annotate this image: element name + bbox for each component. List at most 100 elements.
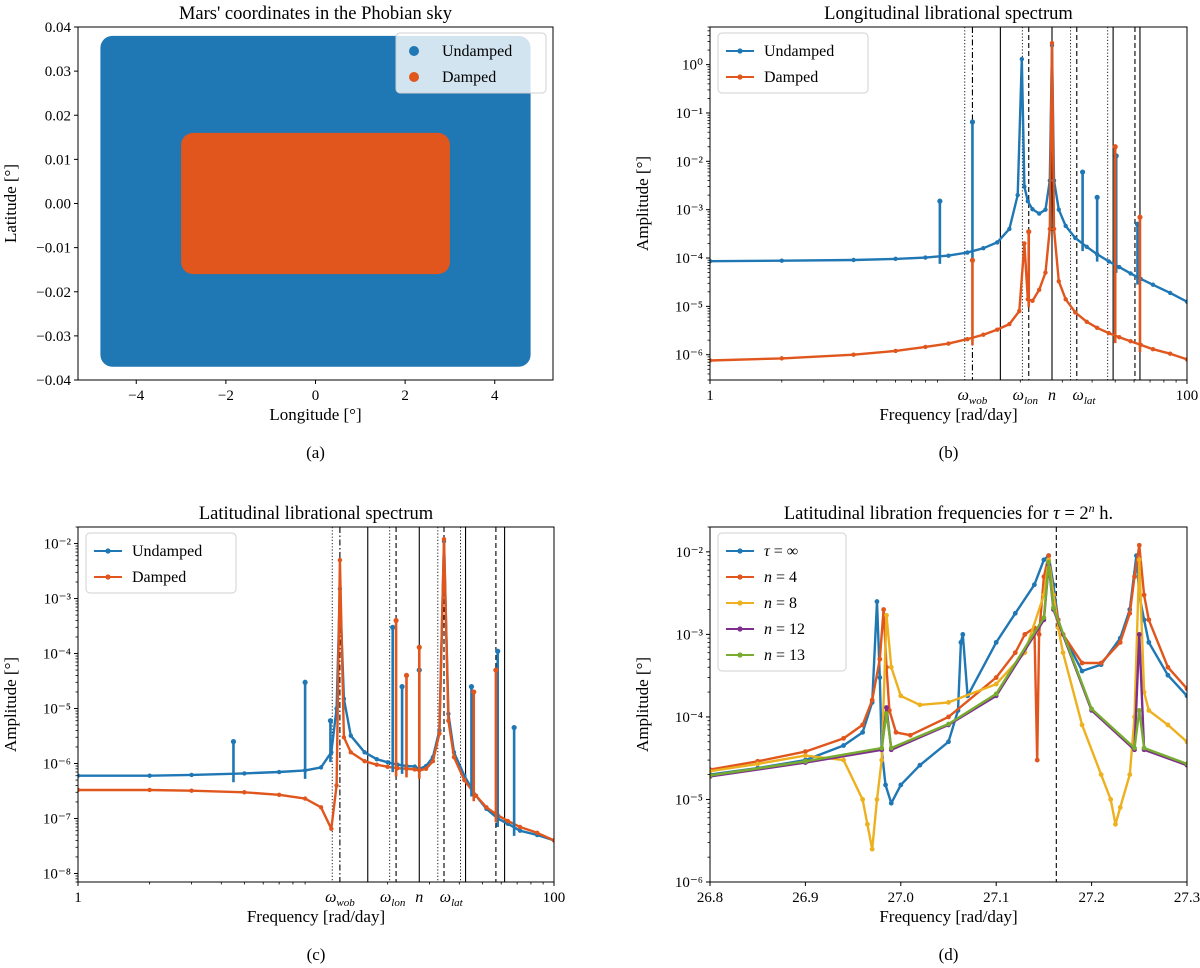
chart-title-d: Latitudinal libration frequencies for τ … [784, 501, 1113, 524]
data-point-d [993, 639, 999, 645]
spike-peak-c [327, 718, 334, 724]
data-point-b [1167, 351, 1173, 356]
data-point-c [362, 750, 367, 755]
data-point-d [803, 749, 808, 755]
data-point-b [1025, 198, 1030, 204]
data-point-d [841, 735, 846, 741]
spike-peak-c [493, 667, 499, 673]
data-point-c [551, 838, 554, 843]
panel-d: Latitudinal libration frequencies for τ … [633, 501, 1200, 964]
x-tick-label-d: 27.3 [1174, 890, 1200, 906]
data-point-b [851, 257, 856, 263]
data-point-b [1043, 270, 1048, 275]
data-point-d [898, 782, 904, 788]
data-point-c [302, 796, 308, 801]
spike-peak-c [495, 648, 501, 654]
data-point-b [1106, 330, 1111, 336]
data-point-b [1073, 235, 1078, 241]
data-point-b [1017, 308, 1022, 314]
y-tick-label-a: 0.00 [45, 197, 71, 213]
legend-label-b: Undamped [764, 43, 834, 60]
data-point-b [893, 348, 898, 354]
data-point-b [1063, 223, 1068, 229]
legend-box-a [395, 32, 547, 94]
spike-peak-c [468, 684, 475, 690]
chart-title-a: Mars' coordinates in the Phobian sky [179, 4, 453, 24]
data-point-b [1022, 184, 1027, 189]
data-point-b [1007, 321, 1012, 327]
data-point-b [1056, 207, 1061, 212]
y-tick-label-b: 10⁻³ [676, 203, 704, 219]
data-point-d [869, 846, 875, 852]
y-tick-label-c: 10⁻⁷ [43, 811, 71, 827]
data-point-b [1019, 56, 1025, 62]
x-tick-label-d: 27.2 [1078, 890, 1104, 906]
data-point-d [803, 753, 808, 758]
data-point-d [1141, 592, 1147, 598]
spike-peak-c [393, 617, 399, 624]
plot-frame-b [709, 26, 1188, 381]
data-point-d [860, 729, 866, 735]
data-point-d [958, 639, 964, 645]
data-point-c [385, 764, 390, 770]
chart-title-b: Longitudinal librational spectrum [824, 4, 1073, 24]
y-tick-label-a: −0.01 [36, 241, 71, 257]
y-tick-label-a: 0.04 [45, 20, 72, 36]
data-point-c [337, 557, 343, 563]
y-axis-label-c: Amplitude [°] [1, 657, 20, 752]
legend-marker-a [409, 46, 419, 56]
data-point-b [1036, 287, 1042, 293]
legend-label-c: Damped [132, 569, 186, 586]
data-point-d [865, 821, 870, 827]
data-point-d [917, 762, 923, 768]
y-tick-label-a: 0.02 [45, 108, 71, 124]
data-point-c [484, 805, 489, 810]
data-point-c [505, 818, 511, 824]
data-point-b [946, 253, 951, 258]
data-point-d [860, 797, 866, 802]
data-point-d [884, 711, 889, 716]
series-area-b [710, 40, 1187, 363]
frequency-label-c: n [415, 889, 423, 906]
data-point-b [851, 352, 856, 357]
frequency-label-c: ωlon [380, 889, 406, 909]
x-tick-label-a: 0 [312, 388, 320, 404]
spike-peak-b [1094, 194, 1100, 200]
plot-frame-c [77, 526, 555, 883]
data-point-d [879, 757, 885, 763]
y-tick-label-d: 10⁻⁵ [675, 792, 703, 808]
data-point-d [1132, 574, 1137, 580]
data-point-d [841, 743, 846, 748]
data-point-d [1184, 761, 1187, 767]
data-point-c [78, 773, 81, 778]
data-point-b [1047, 226, 1053, 232]
data-point-c [318, 805, 324, 810]
data-point-d [1060, 650, 1066, 656]
data-point-b [1150, 347, 1156, 352]
frequency-label-b: n [1048, 387, 1056, 404]
data-point-c [462, 777, 467, 783]
data-point-c [147, 773, 152, 778]
data-point-d [879, 745, 885, 751]
data-point-c [430, 759, 436, 764]
y-tick-label-b: 10⁻² [676, 154, 704, 170]
spike-peak-c [416, 644, 422, 650]
x-tick-label-c: 1 [74, 890, 82, 906]
data-point-d [1165, 664, 1171, 670]
y-tick-label-d: 10⁻³ [676, 627, 704, 643]
x-axis-label-d: Frequency [rad/day] [879, 907, 1017, 926]
y-tick-label-d: 10⁻⁴ [675, 710, 703, 726]
y-tick-label-b: 10⁻⁵ [675, 299, 703, 315]
legend-marker-b [737, 74, 743, 80]
panel-caption-c: (c) [307, 945, 326, 964]
x-tick-label-a: 4 [491, 388, 499, 404]
spike-peak-b [969, 119, 976, 125]
data-point-c [412, 767, 417, 772]
data-point-c [374, 756, 379, 762]
data-point-d [1184, 686, 1187, 692]
data-point-b [1128, 339, 1133, 344]
data-point-d [888, 745, 894, 751]
legend-label-d: τ = ∞ [764, 543, 798, 560]
data-point-d [1041, 615, 1047, 620]
